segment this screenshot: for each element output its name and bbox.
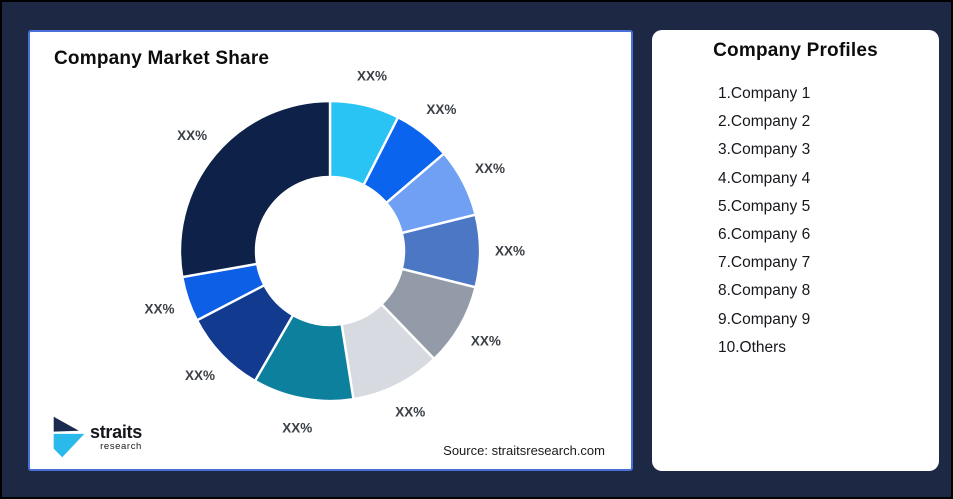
segment-value-label: XX% — [357, 68, 387, 83]
company-profile-item: 1.Company 1 — [718, 85, 811, 103]
segment-value-label: XX% — [475, 161, 505, 176]
company-profiles-card: Company Profiles 1.Company 1 2.Company 2 3… — [652, 30, 939, 471]
donut-chart: XX% XX% XX% XX% XX% XX% XX% XX% XX% XX% — [30, 32, 631, 469]
source-attribution: Source: straitsresearch.com — [443, 443, 605, 458]
segment-value-label: XX% — [177, 128, 207, 143]
segment-value-label: XX% — [185, 368, 215, 383]
company-profile-item: 4.Company 4 — [718, 169, 811, 187]
market-share-card: Company Market Share XX% XX% XX% XX% XX% XX% X… — [28, 30, 633, 471]
company-profile-item: 8.Company 8 — [718, 282, 811, 300]
segment-value-label: XX% — [395, 405, 425, 420]
straits-research-logo: straits research — [50, 415, 142, 460]
segment-value-label: XX% — [145, 301, 175, 316]
donut-segment-others — [178, 99, 332, 279]
logo-wordmark: straits research — [90, 423, 142, 452]
company-profile-item: 10.Others — [718, 338, 787, 356]
company-profile-item: 9.Company 9 — [718, 310, 811, 328]
company-profile-item: 2.Company 2 — [718, 113, 811, 131]
company-profile-item: 7.Company 7 — [718, 254, 811, 272]
logo-sub-text: research — [100, 440, 142, 452]
segment-value-label: XX% — [495, 244, 525, 259]
segment-value-label: XX% — [426, 102, 456, 117]
donut-chart-svg: XX% XX% XX% XX% XX% XX% XX% XX% XX% XX% — [145, 68, 525, 435]
company-profile-item: 5.Company 5 — [718, 197, 811, 215]
company-profile-item: 3.Company 3 — [718, 141, 811, 159]
company-profiles-list: 1.Company 1 2.Company 2 3.Company 3 4.Compa… — [718, 80, 810, 362]
segment-value-label: XX% — [471, 334, 501, 349]
company-profiles-title: Company Profiles — [713, 40, 878, 61]
logo-brand-text: straits — [90, 421, 142, 442]
company-profile-item: 6.Company 6 — [718, 226, 811, 244]
segment-value-label: XX% — [282, 420, 312, 435]
straits-logo-icon — [53, 416, 85, 458]
market-share-title: Company Market Share — [54, 48, 270, 69]
